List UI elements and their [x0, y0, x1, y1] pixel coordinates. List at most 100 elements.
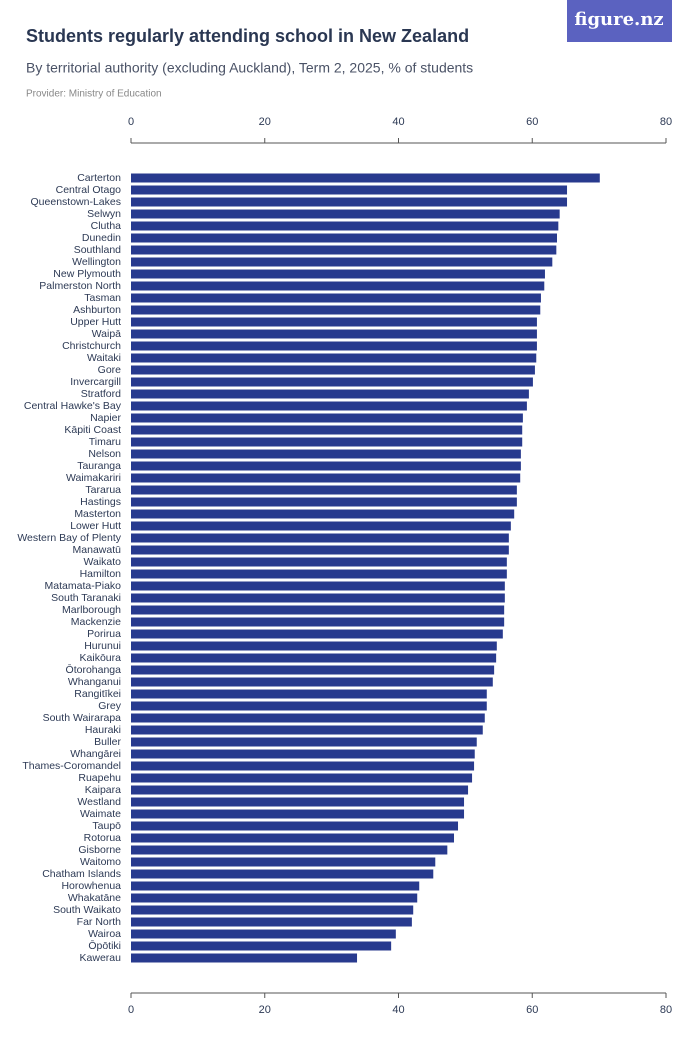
y-tick-label: Carterton	[77, 172, 121, 184]
bar	[131, 305, 541, 315]
bar	[131, 533, 509, 543]
y-tick-label: Waitomo	[80, 856, 121, 868]
y-tick-label: Kaikōura	[80, 652, 122, 664]
bar	[131, 581, 505, 591]
bar	[131, 413, 523, 423]
bar	[131, 809, 465, 819]
bar	[131, 425, 523, 435]
y-tick-label: Tasman	[84, 292, 121, 304]
y-tick-label: Wellington	[72, 256, 121, 268]
y-tick-label: Horowhenua	[61, 880, 121, 892]
bar	[131, 893, 418, 903]
bar	[131, 389, 529, 399]
bar	[131, 173, 600, 183]
bar	[131, 197, 568, 207]
bar	[131, 833, 455, 843]
y-tick-label: Ashburton	[73, 304, 121, 316]
bar	[131, 773, 473, 783]
bar	[131, 233, 557, 243]
y-tick-label: Palmerston North	[39, 280, 121, 292]
y-tick-label: Rangitīkei	[74, 688, 121, 700]
y-tick-label: South Taranaki	[51, 592, 121, 604]
x-tick-label: 40	[392, 116, 404, 128]
bar	[131, 473, 521, 483]
y-tick-label: South Waikato	[53, 904, 121, 916]
y-tick-label: Kāpiti Coast	[64, 424, 121, 436]
bar	[131, 245, 557, 255]
bar	[131, 953, 358, 963]
bar	[131, 917, 412, 927]
bar	[131, 449, 521, 459]
y-tick-label: Masterton	[74, 508, 121, 520]
bar	[131, 317, 537, 327]
bar	[131, 257, 553, 267]
y-tick-label: Hurunui	[84, 640, 121, 652]
y-tick-label: Western Bay of Plenty	[17, 532, 121, 544]
bar	[131, 353, 537, 363]
y-tick-label: Invercargill	[70, 376, 121, 388]
y-tick-label: Stratford	[81, 388, 121, 400]
bar	[131, 797, 465, 807]
bar	[131, 701, 487, 711]
y-tick-label: Hauraki	[85, 724, 121, 736]
y-tick-label: Taupō	[92, 820, 121, 832]
bar	[131, 593, 505, 603]
bar	[131, 941, 392, 951]
y-tick-label: Hastings	[80, 496, 121, 508]
bar	[131, 725, 483, 735]
bar	[131, 845, 448, 855]
source: Provider: Ministry of Education	[26, 89, 162, 100]
y-tick-label: Nelson	[88, 448, 121, 460]
y-tick-label: Ruapehu	[78, 772, 121, 784]
bar	[131, 569, 507, 579]
bar	[131, 749, 475, 759]
bar	[131, 821, 459, 831]
y-tick-label: Gore	[98, 364, 122, 376]
y-tick-label: Whangārei	[70, 748, 121, 760]
y-tick-label: Hamilton	[80, 568, 122, 580]
y-tick-label: Christchurch	[62, 340, 121, 352]
bar	[131, 665, 495, 675]
bar	[131, 785, 469, 795]
y-tick-label: New Plymouth	[53, 268, 121, 280]
y-tick-label: Porirua	[87, 628, 121, 640]
bar	[131, 677, 493, 687]
y-tick-label: Central Otago	[56, 184, 122, 196]
y-tick-label: Ōpōtiki	[88, 940, 121, 952]
y-tick-label: South Wairarapa	[43, 712, 122, 724]
bar	[131, 437, 523, 447]
x-tick-label: 60	[526, 1004, 538, 1016]
logo-box	[567, 0, 672, 42]
bar	[131, 641, 497, 651]
y-tick-label: Waimakariri	[66, 472, 121, 484]
y-tick-label: Waipā	[92, 328, 122, 340]
y-tick-label: Upper Hutt	[70, 316, 121, 328]
y-tick-label: Thames-Coromandel	[22, 760, 121, 772]
bar	[131, 689, 487, 699]
y-tick-label: Clutha	[91, 220, 122, 232]
bar	[131, 185, 568, 195]
y-tick-label: Tararua	[85, 484, 121, 496]
y-tick-label: Queenstown-Lakes	[31, 196, 121, 208]
bar	[131, 509, 515, 519]
bar	[131, 761, 475, 771]
y-tick-label: Far North	[77, 916, 122, 928]
bar	[131, 557, 507, 567]
y-tick-label: Selwyn	[87, 208, 121, 220]
x-tick-label: 0	[128, 1004, 134, 1016]
bar	[131, 881, 420, 891]
chart-title: Students regularly attending school in N…	[26, 26, 469, 46]
y-tick-label: Whanganui	[68, 676, 121, 688]
bar	[131, 605, 505, 615]
y-tick-label: Waitaki	[87, 352, 121, 364]
bar	[131, 629, 503, 639]
y-tick-label: Marlborough	[62, 604, 121, 616]
y-tick-label: Waimate	[80, 808, 121, 820]
bar	[131, 329, 537, 339]
bar	[131, 485, 517, 495]
x-tick-label: 80	[660, 116, 672, 128]
bar	[131, 521, 511, 531]
y-tick-label: Dunedin	[82, 232, 121, 244]
y-tick-label: Waikato	[83, 556, 121, 568]
